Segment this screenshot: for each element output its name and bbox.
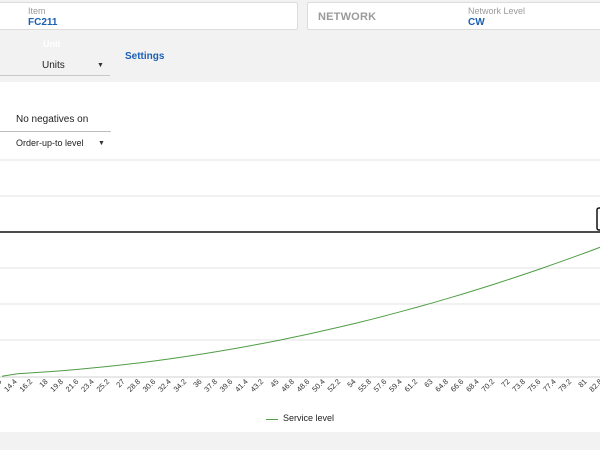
legend[interactable]: Service level <box>266 412 346 426</box>
series-line-service-level[interactable] <box>1 234 600 377</box>
x-tick-label: 43.2 <box>249 377 266 394</box>
item-filter-card[interactable]: Item FC211 <box>0 2 298 30</box>
unit-label: Unit <box>43 39 61 49</box>
x-tick-label: 41.4 <box>233 377 250 394</box>
chart-panel: No negatives on Order-up-to level ▼ 3.6 1… <box>0 82 600 432</box>
x-tick-label: 75.6 <box>526 377 543 394</box>
x-tick-label: 23.4 <box>79 377 96 394</box>
x-tick-label: 16.2 <box>18 377 35 394</box>
x-tick-label: 32.4 <box>156 377 173 394</box>
network-label: NETWORK <box>318 11 377 23</box>
no-negatives-label: No negatives on <box>16 114 89 125</box>
item-label: Item <box>28 6 46 16</box>
x-tick-label: 25.2 <box>95 377 112 394</box>
network-level-label: Network Level <box>468 6 526 16</box>
drag-handle[interactable] <box>596 207 600 231</box>
x-tick-label: 55.8 <box>356 377 373 394</box>
item-value: FC211 <box>28 17 58 28</box>
x-tick-label: 28.8 <box>125 377 142 394</box>
chevron-down-icon: ▼ <box>97 62 104 69</box>
x-tick-label: 61.2 <box>403 377 420 394</box>
network-filter-card[interactable]: NETWORK Network Level CW <box>307 2 600 30</box>
x-tick-label: 59.4 <box>387 377 404 394</box>
x-tick-label: 70.2 <box>480 377 497 394</box>
x-tick-label: 37.8 <box>202 377 219 394</box>
x-tick-label: 66.6 <box>449 377 466 394</box>
x-tick-label: 19.8 <box>48 377 65 394</box>
mode-dropdown[interactable]: Order-up-to level ▼ <box>0 134 111 152</box>
x-tick-label: 64.8 <box>433 377 450 394</box>
x-tick-label: 14.4 <box>2 377 19 394</box>
legend-line <box>266 419 278 420</box>
units-dropdown[interactable]: Units ▼ <box>0 55 110 76</box>
x-tick-label: 73.8 <box>510 377 527 394</box>
x-tick-label: 30.6 <box>141 377 158 394</box>
x-tick-label: 34.2 <box>172 377 189 394</box>
x-tick-label: 68.4 <box>464 377 481 394</box>
x-tick-label: 50.4 <box>310 377 327 394</box>
x-tick-label: 21.6 <box>64 377 81 394</box>
x-tick-label: 82.8 <box>587 377 600 394</box>
legend-label: Service level <box>283 413 335 423</box>
x-tick-label: 79.2 <box>557 377 574 394</box>
x-tick-label: 77.4 <box>541 377 558 394</box>
x-tick-label: 52.2 <box>326 377 343 394</box>
x-tick-label: 46.8 <box>279 377 296 394</box>
mode-selected: Order-up-to level <box>16 138 84 148</box>
no-negatives-toggle[interactable]: No negatives on <box>0 111 111 132</box>
x-tick-label: 57.6 <box>372 377 389 394</box>
settings-link[interactable]: Settings <box>125 51 165 62</box>
network-level-value: CW <box>468 17 485 28</box>
x-tick-label: 48.6 <box>295 377 312 394</box>
x-tick-label: 3.6 <box>0 377 3 391</box>
units-selected: Units <box>42 60 65 71</box>
x-tick-label: 39.6 <box>218 377 235 394</box>
chevron-down-icon: ▼ <box>98 140 105 147</box>
